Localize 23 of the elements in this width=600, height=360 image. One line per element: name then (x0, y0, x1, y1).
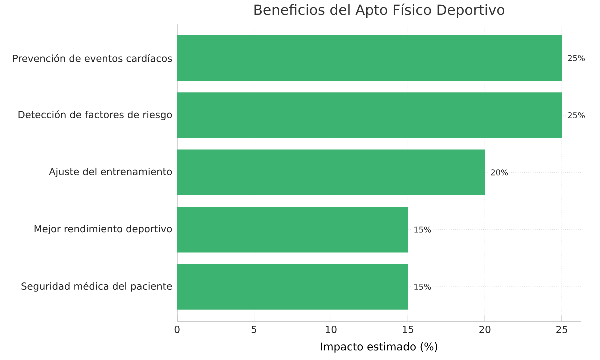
y-tick-label: Ajuste del entrenamiento (49, 168, 172, 178)
bar (177, 206, 408, 253)
bar (177, 35, 562, 82)
x-tick-label: 10 (326, 326, 337, 334)
data-label: 15% (414, 284, 432, 290)
bar (177, 264, 408, 310)
y-tick-label: Mejor rendimiento deportivo (34, 225, 172, 235)
data-label: 15% (414, 226, 432, 233)
y-tick-label: Detección de factores de riesgo (18, 110, 172, 120)
x-tick-label: 5 (252, 326, 257, 334)
y-tick-label: Prevención de eventos cardíacos (13, 54, 172, 62)
x-tick-label: 25 (556, 326, 568, 334)
chart-title: Beneficios del Apto Físico Deportivo (254, 4, 505, 18)
x-tick-label: 15 (403, 326, 414, 334)
y-tick-label: Seguridad médica del paciente (22, 282, 172, 292)
data-label: 25% (568, 112, 586, 119)
data-label: 20% (491, 170, 508, 176)
data-label: 25% (568, 55, 586, 62)
x-axis-title: Impacto estimado (%) (321, 342, 438, 353)
x-tick-label: 20 (480, 326, 491, 334)
bar (177, 150, 486, 196)
bar (177, 92, 562, 138)
x-tick-label: 0 (174, 326, 180, 334)
